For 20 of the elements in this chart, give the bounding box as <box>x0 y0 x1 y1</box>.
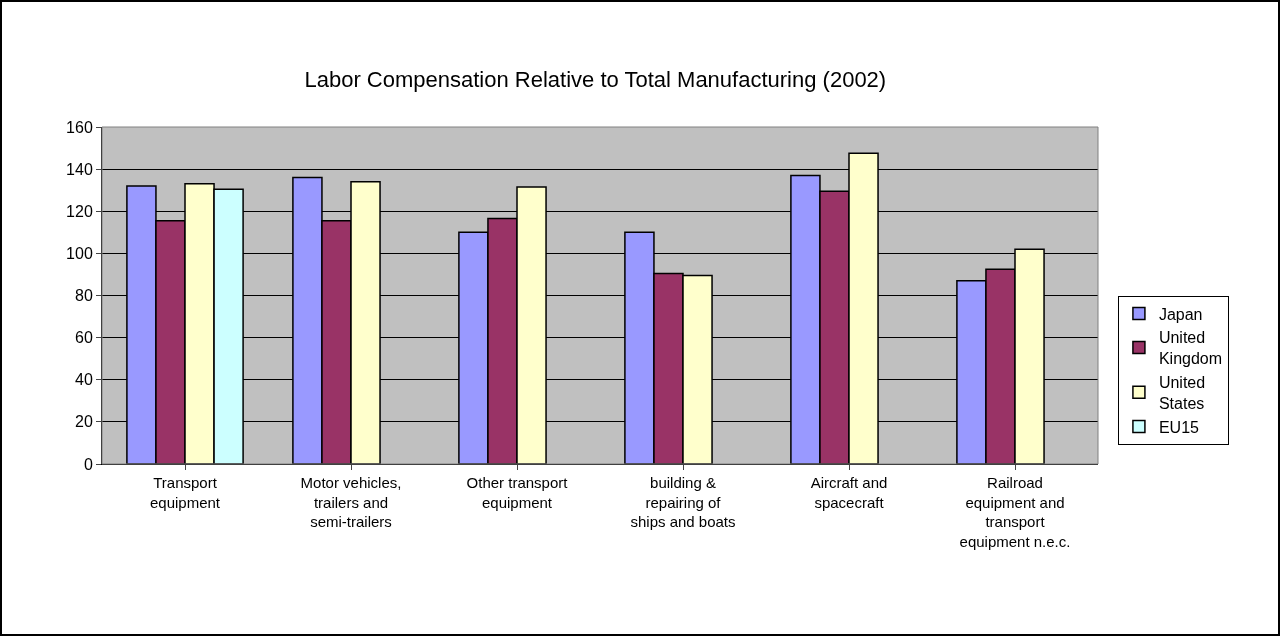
x-tick-label: building & repairing of ships and boats <box>630 474 736 530</box>
y-tick-label: 100 <box>66 244 93 262</box>
y-tick-label: 20 <box>75 413 93 431</box>
legend-label: Japan <box>1158 305 1203 323</box>
y-tick-label: 160 <box>66 118 93 136</box>
y-tick-label: 120 <box>66 202 93 220</box>
y-tick-label: 140 <box>66 160 93 178</box>
x-tick-label: Motor vehicles, trailers and semi-trailers <box>300 474 402 530</box>
x-tick-label: Aircraft and spacecraft <box>810 474 888 511</box>
chart-title: Labor Compensation Relative to Total Manufacturing (2002) <box>304 66 887 92</box>
legend-label: United States <box>1158 374 1206 412</box>
legend-label: EU15 <box>1158 418 1200 436</box>
x-tick-label: Transport equipment <box>149 474 221 511</box>
x-tick-label: Railroad equipment and transport equipment n.e.c. <box>959 474 1071 550</box>
y-tick-label: 0 <box>83 455 93 473</box>
y-tick-label: 60 <box>75 329 93 347</box>
y-tick-label: 40 <box>75 371 93 389</box>
x-tick-label: Other transport equipment <box>466 474 569 511</box>
legend-label: United Kingdom <box>1158 329 1223 368</box>
y-tick-label: 80 <box>75 287 93 305</box>
